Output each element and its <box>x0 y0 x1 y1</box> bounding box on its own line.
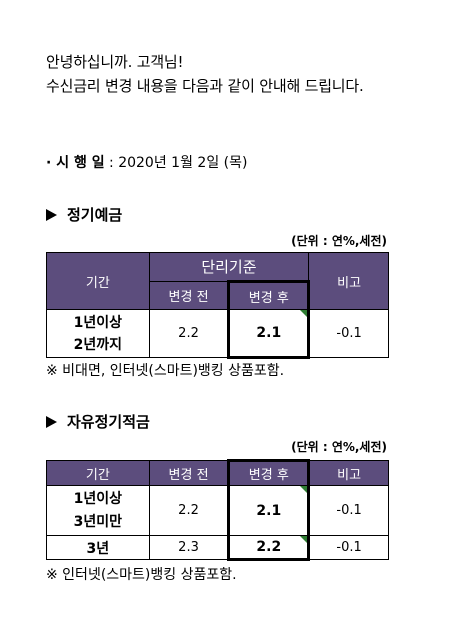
rate-diff: -0.1 <box>308 309 389 358</box>
header-before: 변경 전 <box>148 460 230 486</box>
header-after: 변경 후 <box>227 459 311 486</box>
header-diff: 비고 <box>308 460 389 486</box>
header-period: 기간 <box>46 252 150 310</box>
header-basis: 단리기준 <box>148 252 310 282</box>
rate-diff: -0.1 <box>308 485 389 536</box>
table-row: 1년이상 2년까지 2.2 2.1 -0.1 <box>46 309 389 359</box>
triangle-bullet-icon <box>46 209 57 221</box>
installment-savings-rate-table: 기간 변경 전 변경 후 비고 1년이상 3년미만 2.2 2.1 -0.1 3… <box>46 459 389 561</box>
rate-after: 2.2 <box>227 535 311 561</box>
section-note: ※ 인터넷(스마트)뱅킹 상품포함. <box>46 567 237 583</box>
section-title-installment-savings: 자유정기적금 <box>46 411 150 432</box>
triangle-bullet-icon <box>46 416 57 428</box>
rate-before: 2.2 <box>148 309 230 358</box>
header-diff: 비고 <box>308 252 389 310</box>
period-cell: 3년 <box>46 535 150 560</box>
table-row: 1년이상 3년미만 2.2 2.1 -0.1 <box>46 485 389 536</box>
period-cell: 1년이상 2년까지 <box>46 309 150 358</box>
unit-label: (단위 : 연%,세전) <box>291 234 387 248</box>
header-before: 변경 전 <box>148 281 230 310</box>
section-note: ※ 비대면, 인터넷(스마트)뱅킹 상품포함. <box>46 363 285 379</box>
period-line-2: 3년미만 <box>73 513 123 530</box>
rate-before: 2.2 <box>148 485 230 536</box>
greeting-line-2: 수신금리 변경 내용을 다음과 같이 안내해 드립니다. <box>46 77 364 95</box>
period-line-1: 1년이상 <box>73 490 123 507</box>
header-period: 기간 <box>46 460 150 486</box>
rate-after: 2.1 <box>227 309 311 359</box>
period-line-2: 2년까지 <box>73 336 123 353</box>
term-deposit-rate-table: 기간 단리기준 비고 변경 전 변경 후 1년이상 2년까지 2.2 2.1 -… <box>46 252 389 359</box>
section-title-text: 정기예금 <box>67 206 123 224</box>
period-line-1: 1년이상 <box>73 314 123 331</box>
section-title-text: 자유정기적금 <box>67 413 150 431</box>
rate-after: 2.1 <box>227 485 311 536</box>
table-row: 3년 2.3 2.2 -0.1 <box>46 535 389 561</box>
effective-date: · 시 행 일 : 2020년 1월 2일 (목) <box>46 152 247 172</box>
effective-date-value: : 2020년 1월 2일 (목) <box>104 155 248 171</box>
rate-before: 2.3 <box>148 535 230 560</box>
effective-date-label: · 시 행 일 <box>46 155 105 171</box>
greeting: 안녕하십니까. 고객님! 수신금리 변경 내용을 다음과 같이 안내해 드립니다… <box>46 50 364 98</box>
unit-label: (단위 : 연%,세전) <box>291 440 387 454</box>
period-cell: 1년이상 3년미만 <box>46 485 150 536</box>
greeting-line-1: 안녕하십니까. 고객님! <box>46 53 184 71</box>
section-title-term-deposit: 정기예금 <box>46 204 122 225</box>
header-after: 변경 후 <box>227 280 311 310</box>
rate-diff: -0.1 <box>308 535 389 560</box>
